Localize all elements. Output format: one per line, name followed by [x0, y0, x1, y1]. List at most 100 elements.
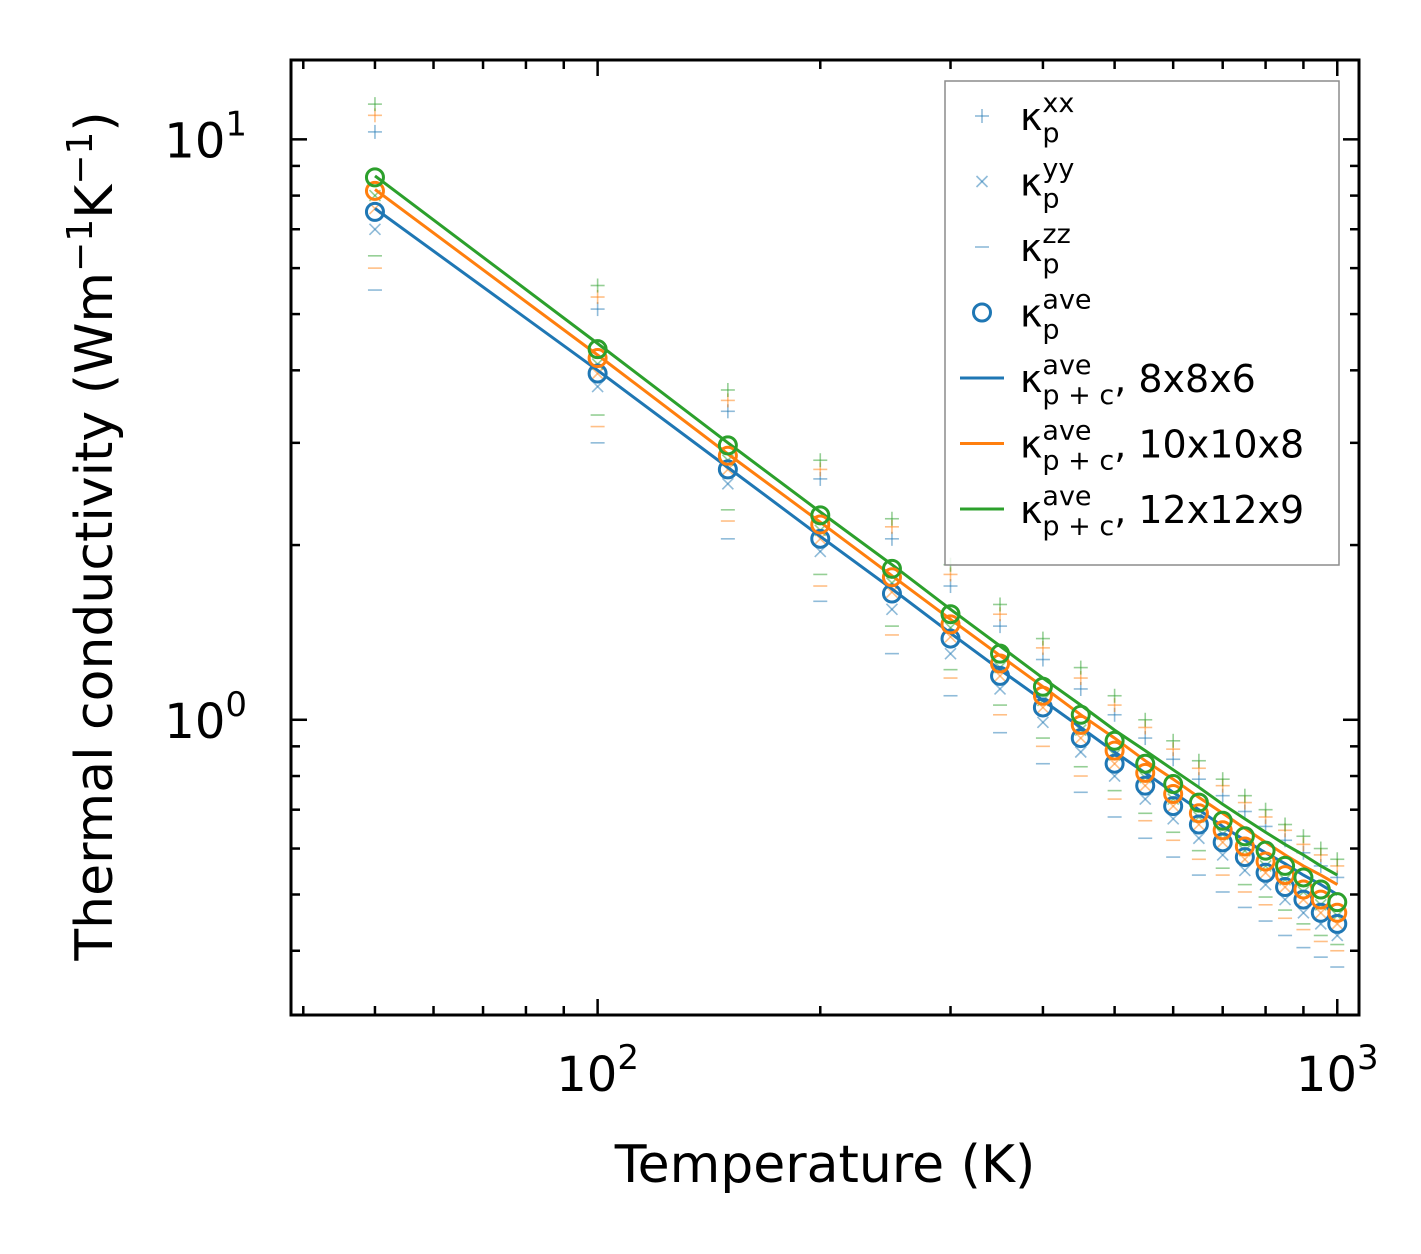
point-yy-8x8x6-550 — [1139, 793, 1152, 806]
point-ave-12x12x9-1000 — [1327, 892, 1348, 913]
point-ave-8x8x6-100 — [587, 363, 608, 384]
point-ave-12x12x9-400 — [1032, 676, 1053, 697]
legend-swatch-yy — [975, 175, 989, 188]
y-axis-label-mid: K — [65, 183, 125, 219]
point-xx-12x12x9-650 — [1191, 753, 1206, 768]
point-xx-12x12x9-900 — [1296, 829, 1311, 844]
point-ave-8x8x6-650 — [1188, 814, 1209, 835]
point-ave-8x8x6-1000 — [1327, 913, 1348, 934]
point-yy-8x8x6-750 — [1238, 864, 1251, 877]
point-ave-12x12x9-200 — [810, 505, 831, 526]
point-xx-12x12x9-400 — [1035, 631, 1050, 646]
legend-label-ave: κave p — [1020, 285, 1092, 346]
axes-frame — [289, 58, 1361, 1017]
point-xx-12x12x9-750 — [1237, 788, 1252, 803]
point-ave-10x10x8-200 — [810, 514, 831, 535]
point-xx-12x12x9-800 — [1258, 802, 1273, 817]
point-ave-12x12x9-750 — [1234, 826, 1255, 847]
point-xx-12x12x9-850 — [1278, 817, 1293, 832]
point-ave-12x12x9-150 — [717, 435, 738, 456]
x-tick-label-1000: 103 — [1296, 1038, 1379, 1103]
legend-entry-ave: κave p — [972, 285, 1092, 346]
point-yy-10x10x8-250 — [885, 585, 899, 599]
point-ave-8x8x6-150 — [717, 459, 738, 480]
point-ave-12x12x9-600 — [1163, 774, 1184, 795]
series-components-10x10x8 — [367, 108, 1345, 952]
point-xx-8x8x6-50 — [367, 124, 382, 139]
point-ave-10x10x8-650 — [1188, 803, 1209, 824]
point-xx-12x12x9-1000 — [1330, 852, 1345, 867]
point-yy-10x10x8-100 — [591, 367, 604, 380]
point-ave-10x10x8-600 — [1163, 783, 1184, 804]
point-xx-12x12x9-500 — [1107, 688, 1122, 703]
point-xx-12x12x9-50 — [367, 97, 382, 112]
point-ave-12x12x9-250 — [881, 558, 902, 579]
point-yy-8x8x6-250 — [885, 603, 899, 616]
point-ave-8x8x6-500 — [1104, 753, 1125, 774]
legend-label-yy: κyy p — [1020, 154, 1074, 215]
point-xx-8x8x6-250 — [884, 531, 899, 546]
point-ave-8x8x6-550 — [1135, 775, 1156, 796]
plot-area — [364, 97, 1348, 968]
point-ave-10x10x8-1000 — [1327, 902, 1348, 923]
point-ave-12x12x9-100 — [587, 339, 608, 360]
point-ave-12x12x9-650 — [1188, 792, 1209, 813]
legend-entry-fit2: κave p + c, 10x10x8 — [960, 416, 1304, 477]
point-ave-12x12x9-450 — [1070, 704, 1091, 725]
point-ave-8x8x6-850 — [1275, 877, 1296, 898]
legend-label-fit2: κave p + c, 10x10x8 — [1020, 416, 1304, 477]
point-ave-10x10x8-450 — [1070, 714, 1091, 735]
point-xx-12x12x9-250 — [884, 511, 899, 526]
series-layer — [364, 97, 1348, 968]
point-ave-8x8x6-450 — [1070, 728, 1091, 749]
point-ave-8x8x6-300 — [940, 628, 961, 649]
legend-swatch-xx — [975, 109, 989, 123]
x-tick-label-100: 102 — [556, 1038, 639, 1103]
point-yy-8x8x6-100 — [591, 380, 604, 393]
fit-line-8x8x6 — [374, 207, 1339, 896]
point-xx-8x8x6-100 — [590, 302, 605, 317]
legend-entry-fit3: κave p + c, 12x12x9 — [960, 481, 1304, 542]
fit-line-12x12x9 — [374, 174, 1339, 877]
point-xx-8x8x6-350 — [993, 619, 1008, 634]
fit-line-10x10x8 — [374, 188, 1339, 886]
legend-entry-yy: κyy p — [975, 154, 1074, 215]
y-axis-label: Thermal conductivity (Wm−1K−1) — [60, 111, 125, 961]
axis-ticks — [291, 60, 1359, 1015]
point-ave-8x8x6-750 — [1234, 847, 1255, 868]
axis-tick-labels: 102 103 100 101 — [164, 104, 1378, 1103]
point-ave-12x12x9-700 — [1212, 810, 1233, 831]
point-ave-8x8x6-200 — [810, 528, 831, 549]
point-ave-10x10x8-100 — [587, 348, 608, 369]
series-average-12x12x9 — [364, 167, 1348, 913]
point-yy-8x8x6-900 — [1297, 906, 1310, 919]
point-ave-10x10x8-550 — [1135, 762, 1156, 783]
point-yy-8x8x6-400 — [1036, 716, 1049, 729]
point-yy-8x8x6-50 — [368, 223, 382, 236]
point-ave-8x8x6-600 — [1163, 796, 1184, 817]
point-ave-12x12x9-850 — [1275, 855, 1296, 876]
legend-label-fit3: κave p + c, 12x12x9 — [1020, 481, 1304, 542]
point-yy-10x10x8-500 — [1108, 757, 1121, 770]
point-yy-8x8x6-450 — [1074, 745, 1087, 759]
point-ave-10x10x8-700 — [1212, 820, 1233, 841]
point-ave-12x12x9-800 — [1255, 840, 1276, 861]
point-ave-12x12x9-500 — [1104, 730, 1125, 751]
legend-box — [944, 80, 1340, 566]
point-ave-8x8x6-350 — [990, 665, 1011, 686]
point-xx-12x12x9-100 — [590, 278, 605, 293]
y-tick-label-10: 101 — [164, 104, 247, 169]
y-axis-label-exp2: −1 — [60, 132, 101, 185]
point-ave-10x10x8-850 — [1275, 865, 1296, 886]
point-xx-12x12x9-700 — [1215, 772, 1230, 787]
point-ave-10x10x8-50 — [364, 180, 385, 201]
point-ave-12x12x9-300 — [940, 604, 961, 625]
point-ave-8x8x6-50 — [364, 201, 385, 222]
legend-swatch-ave — [972, 302, 992, 323]
point-ave-10x10x8-750 — [1234, 836, 1255, 857]
point-ave-12x12x9-50 — [364, 167, 385, 188]
point-ave-8x8x6-800 — [1255, 862, 1276, 883]
point-yy-8x8x6-650 — [1192, 832, 1205, 845]
point-xx-12x12x9-950 — [1313, 841, 1328, 856]
